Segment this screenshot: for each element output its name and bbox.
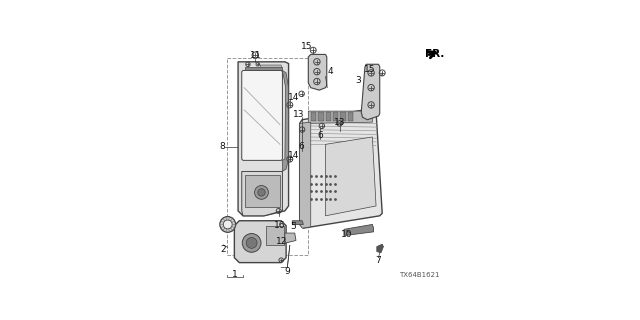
Polygon shape [344, 224, 374, 236]
Text: 1: 1 [232, 270, 237, 279]
Text: 2: 2 [221, 244, 227, 253]
Circle shape [220, 217, 236, 232]
Text: 16: 16 [274, 221, 285, 230]
Text: 6: 6 [299, 142, 305, 151]
Polygon shape [246, 68, 282, 70]
Polygon shape [292, 221, 303, 224]
Text: 14: 14 [288, 151, 299, 160]
Polygon shape [348, 112, 353, 121]
Polygon shape [326, 112, 331, 121]
Text: 11: 11 [250, 51, 261, 60]
Text: TX64B1621: TX64B1621 [399, 272, 440, 278]
Text: 14: 14 [288, 92, 299, 101]
Circle shape [243, 234, 261, 252]
Polygon shape [333, 112, 339, 121]
Polygon shape [234, 221, 286, 263]
Text: 9: 9 [284, 267, 290, 276]
Polygon shape [238, 62, 289, 216]
Polygon shape [311, 112, 316, 121]
Circle shape [246, 237, 257, 248]
Circle shape [258, 189, 265, 196]
Text: 8: 8 [219, 142, 225, 151]
Polygon shape [245, 175, 280, 207]
Polygon shape [340, 112, 346, 121]
Polygon shape [260, 65, 282, 68]
Text: 4: 4 [328, 67, 333, 76]
Polygon shape [242, 70, 282, 160]
Text: 13: 13 [292, 110, 304, 119]
Text: 13: 13 [334, 118, 346, 127]
Polygon shape [300, 122, 311, 228]
Text: 5: 5 [291, 222, 296, 231]
Text: 6: 6 [317, 131, 323, 140]
Polygon shape [285, 233, 296, 243]
Polygon shape [318, 112, 324, 121]
Text: 15: 15 [364, 65, 376, 75]
Text: 12: 12 [275, 237, 287, 246]
Text: 10: 10 [340, 230, 352, 239]
Polygon shape [377, 244, 383, 253]
Text: FR.: FR. [424, 49, 444, 60]
Polygon shape [266, 226, 284, 245]
Polygon shape [300, 108, 382, 228]
Polygon shape [242, 172, 282, 216]
Text: 15: 15 [301, 42, 312, 51]
Circle shape [223, 220, 232, 229]
Text: 3: 3 [355, 76, 361, 85]
Polygon shape [282, 70, 289, 172]
Circle shape [255, 186, 268, 199]
Polygon shape [308, 111, 372, 124]
Polygon shape [326, 137, 376, 216]
Polygon shape [361, 64, 380, 120]
Polygon shape [308, 54, 327, 90]
Text: 7: 7 [376, 256, 381, 265]
